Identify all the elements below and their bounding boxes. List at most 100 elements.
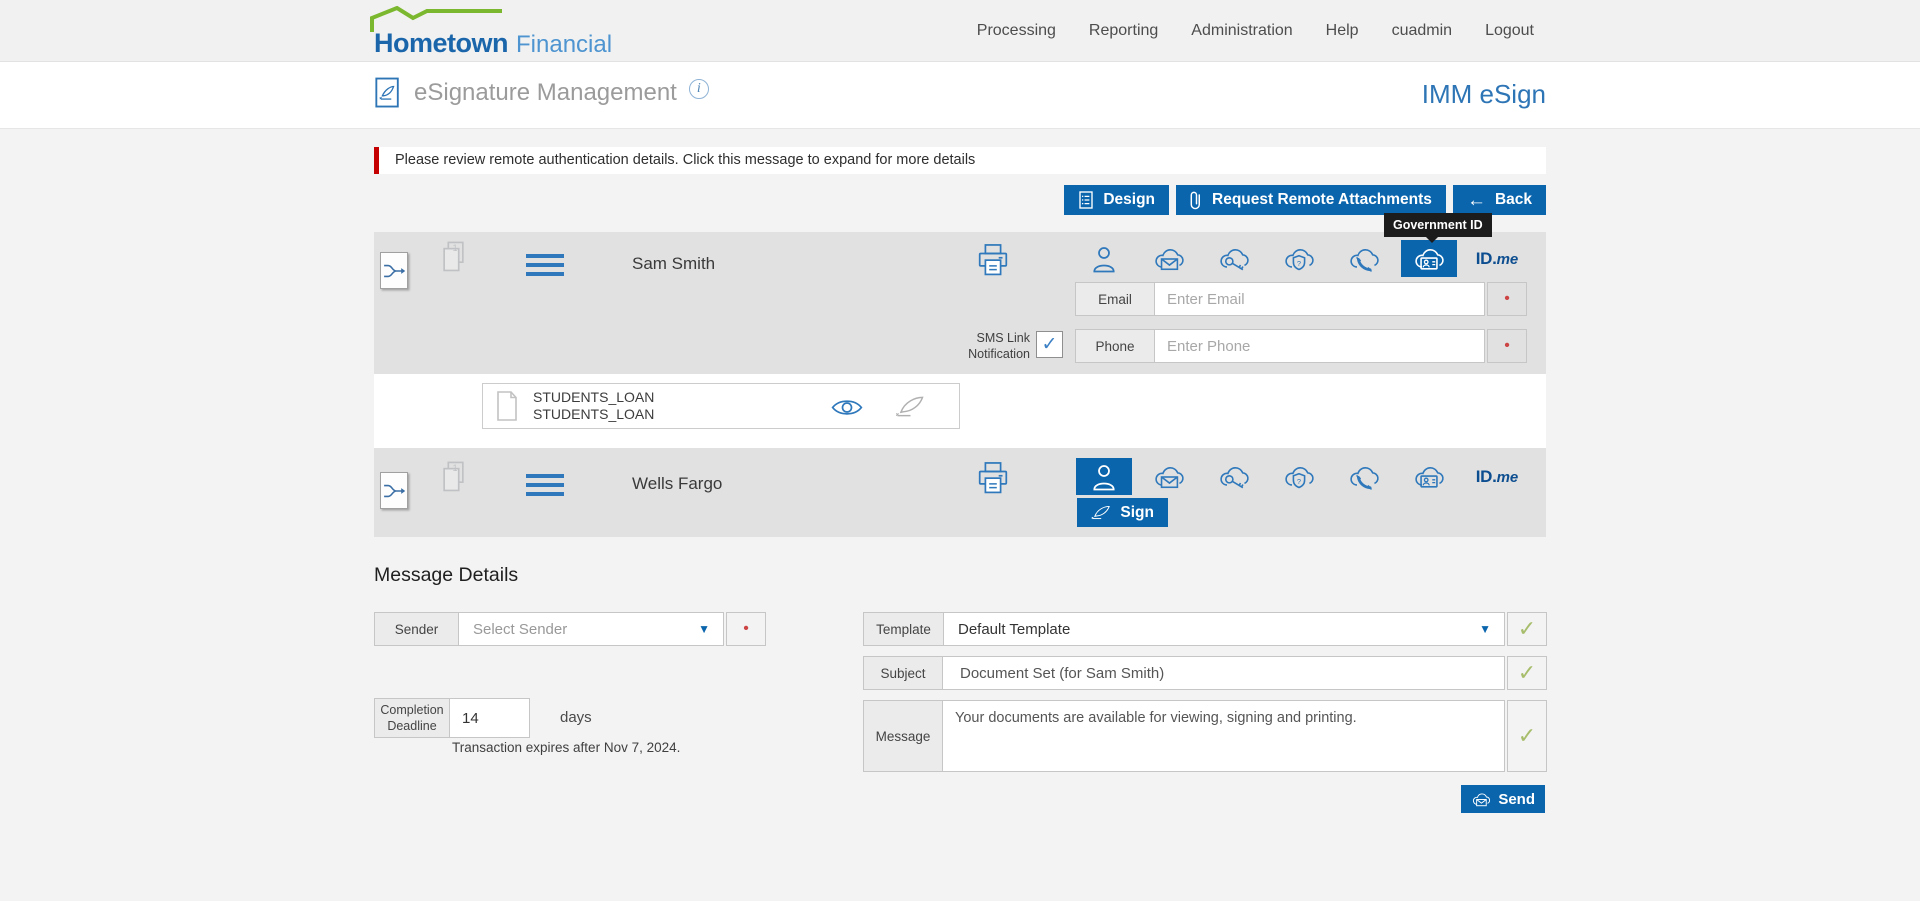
auth-email-icon[interactable] — [1141, 240, 1197, 277]
document-title: STUDENTS_LOAN — [533, 406, 655, 422]
message-textarea[interactable]: Your documents are available for viewing… — [943, 700, 1505, 772]
idme-button[interactable]: ID.me — [1466, 467, 1528, 487]
message-row: Message Your documents are available for… — [863, 700, 1547, 772]
participant-block-sam-smith: Sam Smith ID.me Email • SMS Link Notific… — [374, 232, 1546, 374]
brand-suffix: Financial — [516, 31, 613, 58]
phone-input[interactable] — [1155, 329, 1485, 363]
participant-block-wells-fargo: Wells Fargo ID.me Sign — [374, 448, 1546, 537]
auth-government-id-icon[interactable] — [1401, 240, 1457, 277]
sender-select[interactable]: Select Sender ▼ — [458, 612, 724, 646]
preview-eye-icon[interactable] — [829, 396, 865, 419]
merge-order-icon — [382, 482, 406, 500]
nav-item-processing[interactable]: Processing — [976, 22, 1056, 39]
auth-phone-icon[interactable] — [1336, 458, 1392, 495]
brand-roof-icon — [370, 6, 502, 32]
drag-handle-icon[interactable] — [526, 474, 564, 496]
sign-button[interactable]: Sign — [1077, 498, 1168, 527]
idme-button[interactable]: ID.me — [1466, 249, 1528, 269]
auth-access-code-icon[interactable] — [1206, 458, 1262, 495]
participant-name: Wells Fargo — [632, 474, 723, 493]
back-button-label: Back — [1494, 191, 1532, 208]
sender-required-marker: • — [726, 612, 766, 646]
alert-message[interactable]: Please review remote authentication deta… — [374, 147, 1546, 174]
paperclip-icon — [1190, 189, 1203, 212]
email-input[interactable] — [1155, 282, 1485, 316]
subject-valid-icon: ✓ — [1507, 656, 1547, 690]
signing-order-button[interactable] — [380, 472, 408, 509]
template-selected-value: Default Template — [958, 620, 1071, 638]
idme-me-label: me — [1496, 250, 1519, 268]
esignature-doc-icon — [374, 76, 402, 110]
top-nav: Hometown Financial Processing Reporting A… — [0, 0, 1920, 62]
government-id-tooltip: Government ID — [1384, 213, 1492, 243]
idme-id-label: ID. — [1475, 466, 1497, 486]
sign-quill-icon — [1091, 504, 1111, 521]
request-remote-attachments-label: Request Remote Attachments — [1212, 191, 1432, 208]
expiry-note: Transaction expires after Nov 7, 2024. — [452, 740, 681, 755]
email-label: Email — [1075, 282, 1155, 316]
participant-name: Sam Smith — [632, 254, 716, 273]
nav-item-user[interactable]: cuadmin — [1391, 22, 1453, 39]
document-count-icon — [440, 460, 467, 496]
document-row[interactable]: STUDENTS_LOAN STUDENTS_LOAN — [482, 383, 960, 429]
signing-order-button[interactable] — [380, 252, 408, 289]
info-icon[interactable]: i — [688, 79, 709, 99]
nav-item-reporting[interactable]: Reporting — [1088, 22, 1159, 39]
product-name: IMM eSign — [1421, 79, 1546, 109]
message-label: Message — [863, 700, 943, 772]
merge-order-icon — [382, 262, 406, 280]
documents-area: STUDENTS_LOAN STUDENTS_LOAN — [374, 374, 1546, 448]
back-button[interactable]: ← Back — [1452, 185, 1546, 215]
email-field-row: Email • — [1075, 282, 1527, 316]
phone-required-marker: • — [1487, 329, 1527, 363]
design-button-label: Design — [1103, 191, 1156, 208]
sms-link-notification-label: SMS Link Notification — [968, 331, 1030, 362]
subject-row: Subject ✓ — [863, 656, 1547, 690]
request-remote-attachments-button[interactable]: Request Remote Attachments — [1176, 185, 1446, 215]
auth-method-row: ID.me — [1076, 240, 1528, 277]
message-valid-icon: ✓ — [1507, 700, 1547, 772]
auth-email-icon[interactable] — [1141, 458, 1197, 495]
nav-item-administration[interactable]: Administration — [1191, 22, 1293, 39]
phone-field-row: Phone • — [1075, 329, 1527, 363]
completion-deadline-label: Completion Deadline — [374, 698, 450, 738]
sms-link-notification-checkbox[interactable]: ✓ — [1036, 331, 1063, 358]
auth-phone-icon[interactable] — [1336, 240, 1392, 277]
nav-item-logout[interactable]: Logout — [1485, 22, 1534, 39]
checkbox-check-icon: ✓ — [1041, 334, 1058, 355]
auth-government-id-icon[interactable] — [1401, 458, 1457, 495]
nav-links: Processing Reporting Administration Help… — [977, 0, 1534, 62]
auth-security-question-icon[interactable] — [1271, 240, 1327, 277]
print-icon[interactable] — [974, 460, 1012, 502]
page-header: eSignature Management i IMM eSign — [0, 62, 1920, 129]
page-title: eSignature Management — [414, 79, 677, 106]
template-select[interactable]: Default Template ▼ — [943, 612, 1505, 646]
toolbar: Design Request Remote Attachments ← Back — [1064, 185, 1546, 215]
auth-access-code-icon[interactable] — [1206, 240, 1262, 277]
design-button[interactable]: Design — [1064, 185, 1170, 215]
print-icon[interactable] — [974, 242, 1012, 284]
drag-handle-icon[interactable] — [526, 254, 564, 276]
send-button-label: Send — [1498, 790, 1535, 808]
send-cloud-mail-icon — [1471, 790, 1491, 809]
document-title: STUDENTS_LOAN — [533, 389, 655, 405]
document-count-icon — [440, 240, 467, 276]
phone-label: Phone — [1075, 329, 1155, 363]
days-label: days — [560, 709, 592, 726]
completion-deadline-input[interactable] — [450, 698, 530, 738]
auth-person-icon[interactable] — [1076, 458, 1132, 495]
auth-person-icon[interactable] — [1076, 240, 1132, 277]
email-required-marker: • — [1487, 282, 1527, 316]
document-icon — [495, 390, 519, 422]
message-details-heading: Message Details — [374, 564, 519, 586]
nav-item-help[interactable]: Help — [1325, 22, 1359, 39]
auth-security-question-icon[interactable] — [1271, 458, 1327, 495]
dropdown-caret-icon: ▼ — [1479, 622, 1491, 636]
template-label: Template — [863, 612, 943, 646]
subject-input[interactable] — [943, 656, 1505, 690]
design-icon — [1078, 190, 1094, 210]
signature-quill-icon[interactable] — [895, 394, 926, 419]
sender-row: Sender Select Sender ▼ • — [374, 612, 766, 646]
send-button[interactable]: Send — [1461, 785, 1545, 813]
